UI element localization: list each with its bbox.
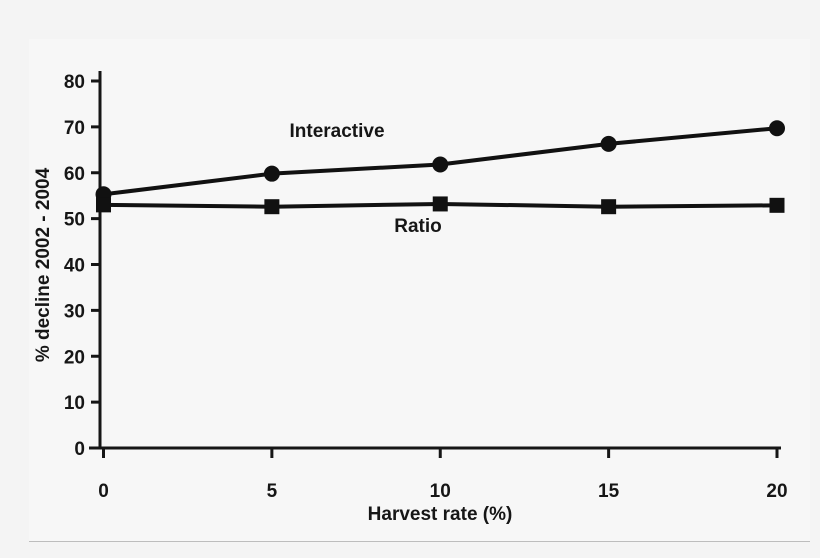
svg-text:0: 0: [74, 439, 85, 460]
svg-text:50: 50: [64, 210, 85, 231]
chart-frame-bottom-border: [29, 540, 810, 542]
svg-text:5: 5: [267, 481, 278, 502]
series-label-ratio: Ratio: [394, 216, 442, 237]
svg-text:30: 30: [64, 301, 85, 322]
svg-text:80: 80: [64, 72, 85, 93]
chart-frame: 0 10 20 30 40 50 60 70 80 0 5 10 15 20 % decline 2002…: [29, 39, 810, 541]
y-axis-title: % decline 2002 - 2004: [33, 167, 54, 363]
plot-svg: 0 10 20 30 40 50 60 70 80 0 5 10 15 20: [64, 71, 788, 502]
svg-text:10: 10: [64, 393, 85, 414]
svg-text:20: 20: [64, 347, 85, 368]
svg-text:60: 60: [64, 164, 85, 185]
svg-text:70: 70: [64, 118, 85, 139]
svg-text:15: 15: [598, 481, 620, 502]
svg-text:10: 10: [430, 481, 451, 502]
x-axis-title: Harvest rate (%): [367, 504, 513, 525]
svg-text:40: 40: [64, 256, 85, 277]
svg-text:20: 20: [766, 481, 787, 502]
series-label-interactive: Interactive: [289, 121, 385, 142]
svg-text:0: 0: [98, 481, 109, 502]
